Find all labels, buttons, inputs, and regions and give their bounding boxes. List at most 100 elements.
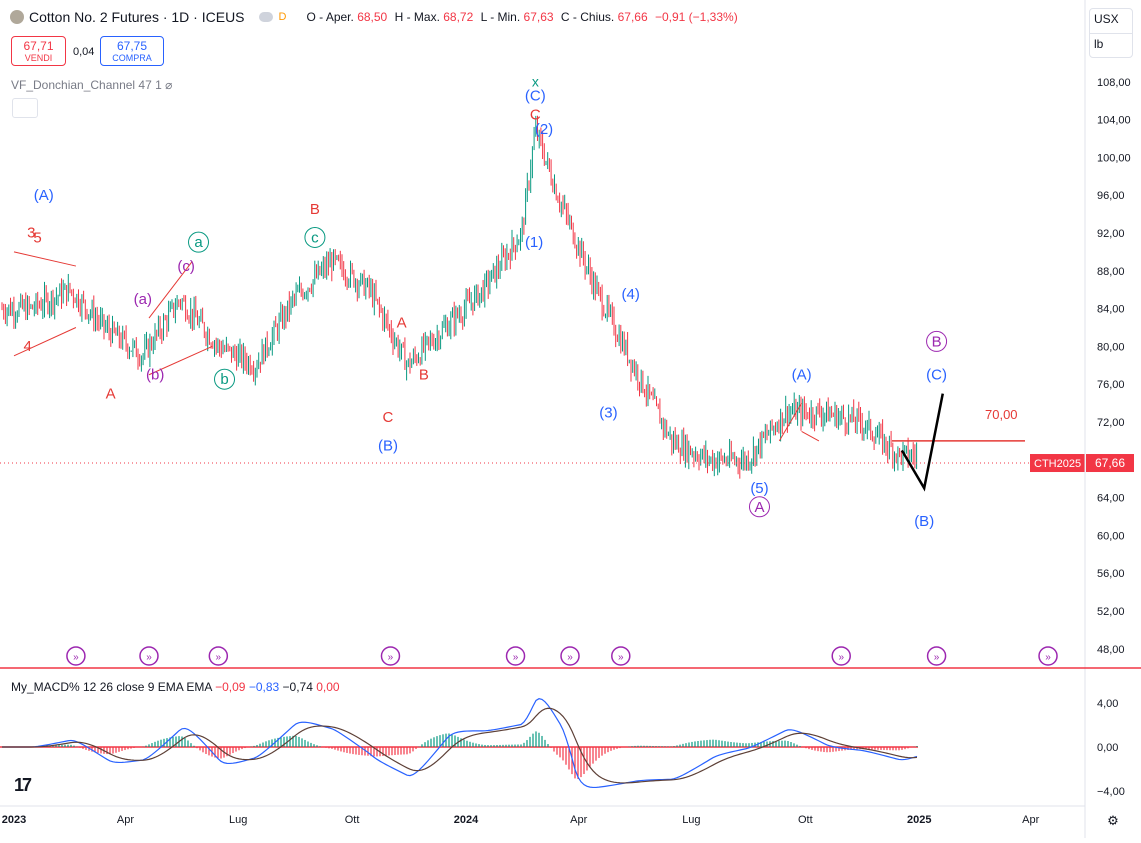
event-marker-glyph: » [1045, 652, 1051, 663]
wedge-line [801, 431, 820, 442]
time-tick-label: Apr [570, 814, 587, 826]
price-tick-label: 52,00 [1097, 606, 1125, 618]
time-tick-label: Ott [345, 814, 360, 826]
wave-label: (b) [146, 366, 164, 383]
wave-label: (A) [792, 366, 812, 383]
wave-label-circle [926, 330, 948, 352]
donchian-indicator-legend[interactable]: VF_Donchian_Channel 47 1 ⌀ [11, 78, 173, 92]
wave-label: (a) [134, 291, 152, 308]
symbol-title[interactable]: Cotton No. 2 Futures · 1D · ICEUS [29, 9, 245, 25]
wave-label-circle [214, 368, 236, 390]
wedge-line [13, 327, 77, 357]
wave-label-circle [304, 226, 326, 248]
wave-label: B [310, 201, 320, 218]
settings-gear-icon[interactable]: ⚙ [1107, 814, 1119, 829]
wave-label: C [530, 107, 541, 124]
price-tick-label: 76,00 [1097, 379, 1125, 391]
buy-button[interactable]: 67,75 COMPRA [100, 36, 164, 66]
time-tick-label: Ott [798, 814, 813, 826]
time-tick-label: 2023 [2, 814, 26, 826]
wave-label: A [397, 315, 407, 332]
spread-value: 0,04 [73, 46, 95, 58]
wave-label: (C) [525, 88, 546, 105]
wave-label: (C) [926, 366, 947, 383]
time-tick-label: Lug [229, 814, 247, 826]
event-marker-glyph: » [388, 652, 394, 663]
wave-label: B [419, 366, 429, 383]
wave-label: (B) [914, 513, 934, 530]
visibility-toggle-icon[interactable] [258, 12, 273, 22]
signal-line [2, 707, 918, 784]
macd-tick-label: −4,00 [1097, 786, 1125, 798]
chart-header: Cotton No. 2 Futures · 1D · ICEUS D O - … [10, 9, 742, 25]
price-tick-label: 108,00 [1097, 77, 1131, 89]
event-marker-icon [380, 646, 401, 666]
wave-label: 3 [27, 225, 35, 242]
wave-label: (1) [525, 234, 543, 251]
wave-label: (A) [34, 187, 54, 204]
event-marker-glyph: » [146, 652, 152, 663]
event-marker-icon [505, 646, 526, 666]
wave-label-circle [188, 231, 210, 253]
price-tick-label: 84,00 [1097, 304, 1125, 316]
event-marker-icon [139, 646, 159, 666]
macd-tick-label: 4,00 [1097, 698, 1118, 710]
time-tick-label: Apr [1022, 814, 1039, 826]
event-marker-icon [560, 646, 580, 666]
event-marker-glyph: » [934, 652, 940, 663]
ohlc-values: O - Aper. 68,50 H - Max. 68,72 L - Min. … [306, 10, 738, 24]
time-tick-label: 2024 [454, 814, 479, 826]
wave-label: 5 [33, 229, 41, 246]
price-tick-label: 100,00 [1097, 152, 1131, 164]
delay-badge: D [278, 11, 287, 23]
unit-label[interactable]: lb [1094, 37, 1104, 51]
wedge-line [148, 345, 213, 376]
wave-label: (4) [622, 286, 640, 303]
wave-label: a [194, 234, 203, 251]
macd-line [2, 698, 918, 789]
event-marker-glyph: » [216, 652, 222, 663]
wedge-line [13, 251, 77, 267]
price-tick-label: 96,00 [1097, 190, 1125, 202]
event-marker-glyph: » [513, 652, 519, 663]
price-tag-bg [1086, 454, 1134, 473]
wave-label: (3) [599, 404, 617, 421]
price-tick-label: 56,00 [1097, 568, 1125, 580]
macd-legend[interactable]: My_MACD% 12 26 close 9 EMA EMA −0,09 −0,… [11, 680, 340, 694]
wave-label: (c) [177, 258, 195, 275]
time-tick-label: Lug [682, 814, 700, 826]
event-marker-icon [926, 646, 947, 666]
price-tick-label: 60,00 [1097, 530, 1125, 542]
wave-label: A [754, 499, 764, 516]
collapse-legend-button[interactable] [12, 98, 38, 118]
level-label: 70,00 [985, 407, 1018, 422]
wave-label: 4 [23, 338, 31, 355]
symbol-tag: CTH2025 [1034, 458, 1081, 470]
event-marker-icon [831, 646, 851, 666]
wedge-line [778, 402, 803, 442]
wave-label: (B) [378, 437, 398, 454]
tradingview-logo-icon[interactable]: 17 [14, 775, 32, 795]
price-tick-label: 92,00 [1097, 228, 1125, 240]
currency-unit-selector[interactable]: USX lb [1089, 8, 1133, 58]
sell-button[interactable]: 67,71 VENDI [11, 36, 66, 66]
symbol-tag-bg [1030, 454, 1085, 473]
price-tick-label: 88,00 [1097, 266, 1125, 278]
price-tag: 67,66 [1095, 456, 1125, 470]
wave-label-circle [748, 496, 770, 518]
price-tick-label: 72,00 [1097, 417, 1125, 429]
symbol-logo-icon [10, 10, 24, 24]
wave-label: b [220, 371, 228, 388]
event-marker-glyph: » [618, 652, 624, 663]
event-marker-glyph: » [838, 652, 844, 663]
currency-label[interactable]: USX [1090, 9, 1132, 34]
wave-label: C [383, 409, 394, 426]
price-tick-label: 48,00 [1097, 644, 1125, 656]
hide-eye-icon[interactable]: ⌀ [165, 78, 173, 92]
wedge-line [148, 261, 193, 319]
event-marker-icon [208, 646, 229, 666]
event-marker-glyph: » [73, 652, 79, 663]
price-tick-label: 104,00 [1097, 115, 1131, 127]
